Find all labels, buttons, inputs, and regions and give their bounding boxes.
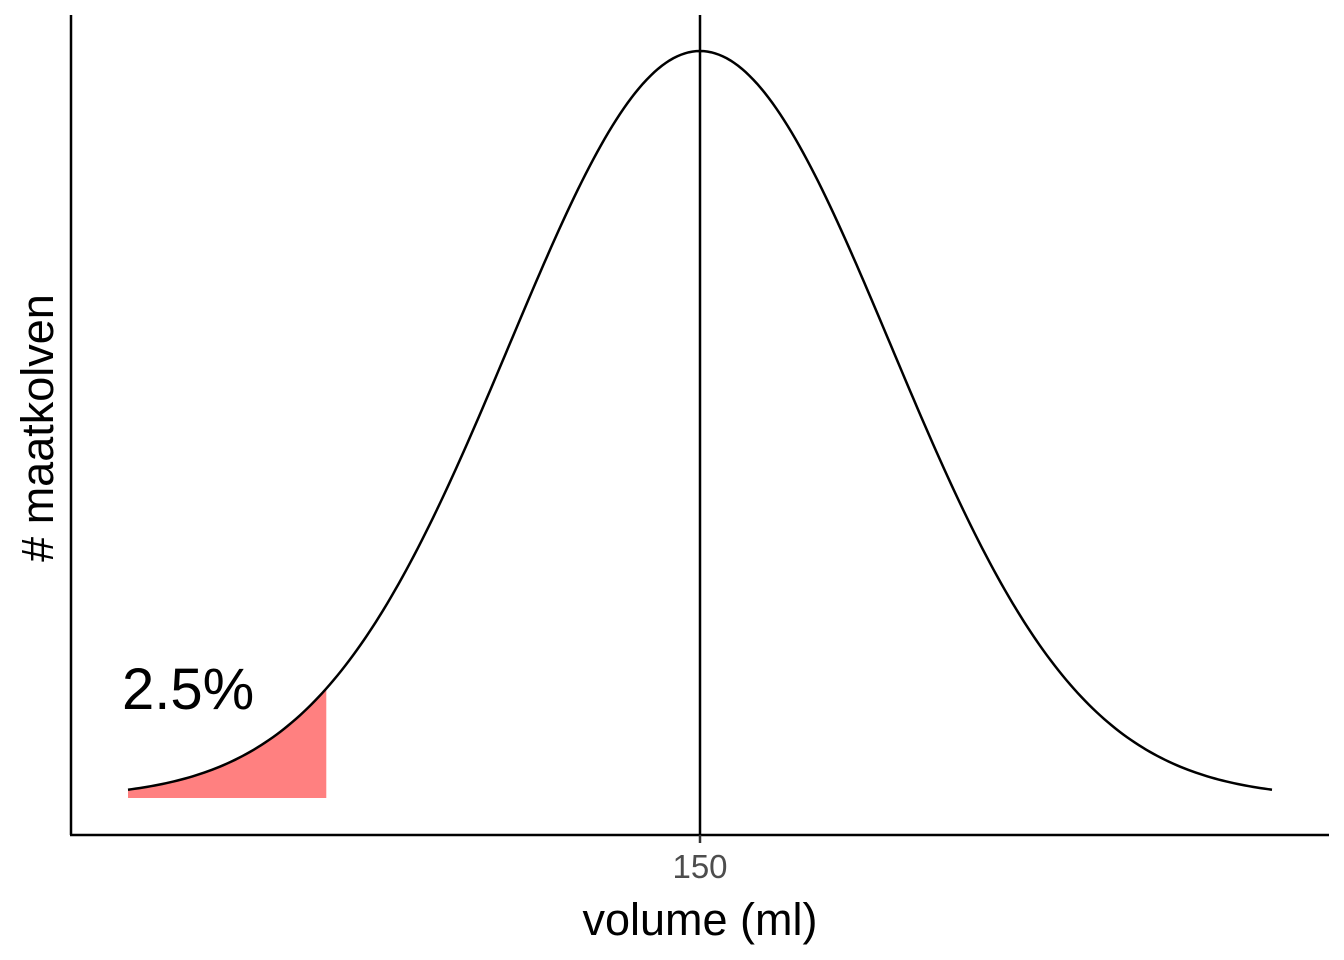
y-axis-title: # maatkolven xyxy=(12,294,63,562)
lower-tail-area xyxy=(128,688,327,798)
x-axis-title: volume (ml) xyxy=(582,894,817,945)
x-tick-label: 150 xyxy=(672,848,727,885)
tail-percentage-label: 2.5% xyxy=(122,657,254,722)
